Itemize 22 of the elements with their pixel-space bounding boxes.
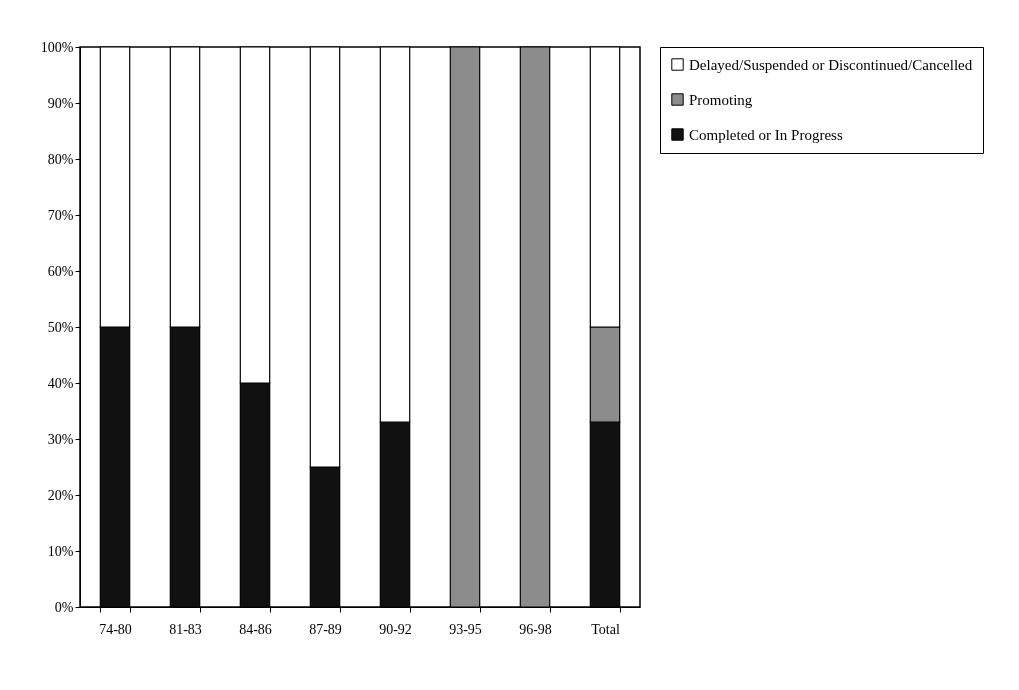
- y-tick-label: 80%: [47, 151, 74, 167]
- y-tick-label: 50%: [47, 319, 74, 335]
- y-tick-label: 0%: [54, 599, 74, 615]
- legend-label: Delayed/Suspended or Discontinued/Cancelled: [689, 56, 973, 73]
- y-tick-label: 10%: [47, 543, 74, 559]
- y-tick-label: 60%: [47, 263, 74, 279]
- x-tick-label: 81-83: [169, 621, 202, 637]
- x-tick-label: 87-89: [309, 621, 342, 637]
- y-tick-label: 90%: [47, 95, 74, 111]
- x-tick-label: 90-92: [379, 621, 412, 637]
- x-tick-label: Total: [591, 621, 620, 637]
- y-tick-label: 20%: [47, 487, 74, 503]
- y-tick-label: 100%: [40, 39, 74, 55]
- x-tick-label: 93-95: [449, 621, 482, 637]
- y-tick-label: 70%: [47, 207, 74, 223]
- legend-label: Completed or In Progress: [689, 126, 843, 143]
- x-tick-label: 84-86: [239, 621, 272, 637]
- x-tick-label: 74-80: [99, 621, 132, 637]
- y-tick-label: 30%: [47, 431, 74, 447]
- y-tick-label: 40%: [47, 375, 74, 391]
- x-tick-label: 96-98: [519, 621, 552, 637]
- legend-label: Promoting: [689, 91, 753, 108]
